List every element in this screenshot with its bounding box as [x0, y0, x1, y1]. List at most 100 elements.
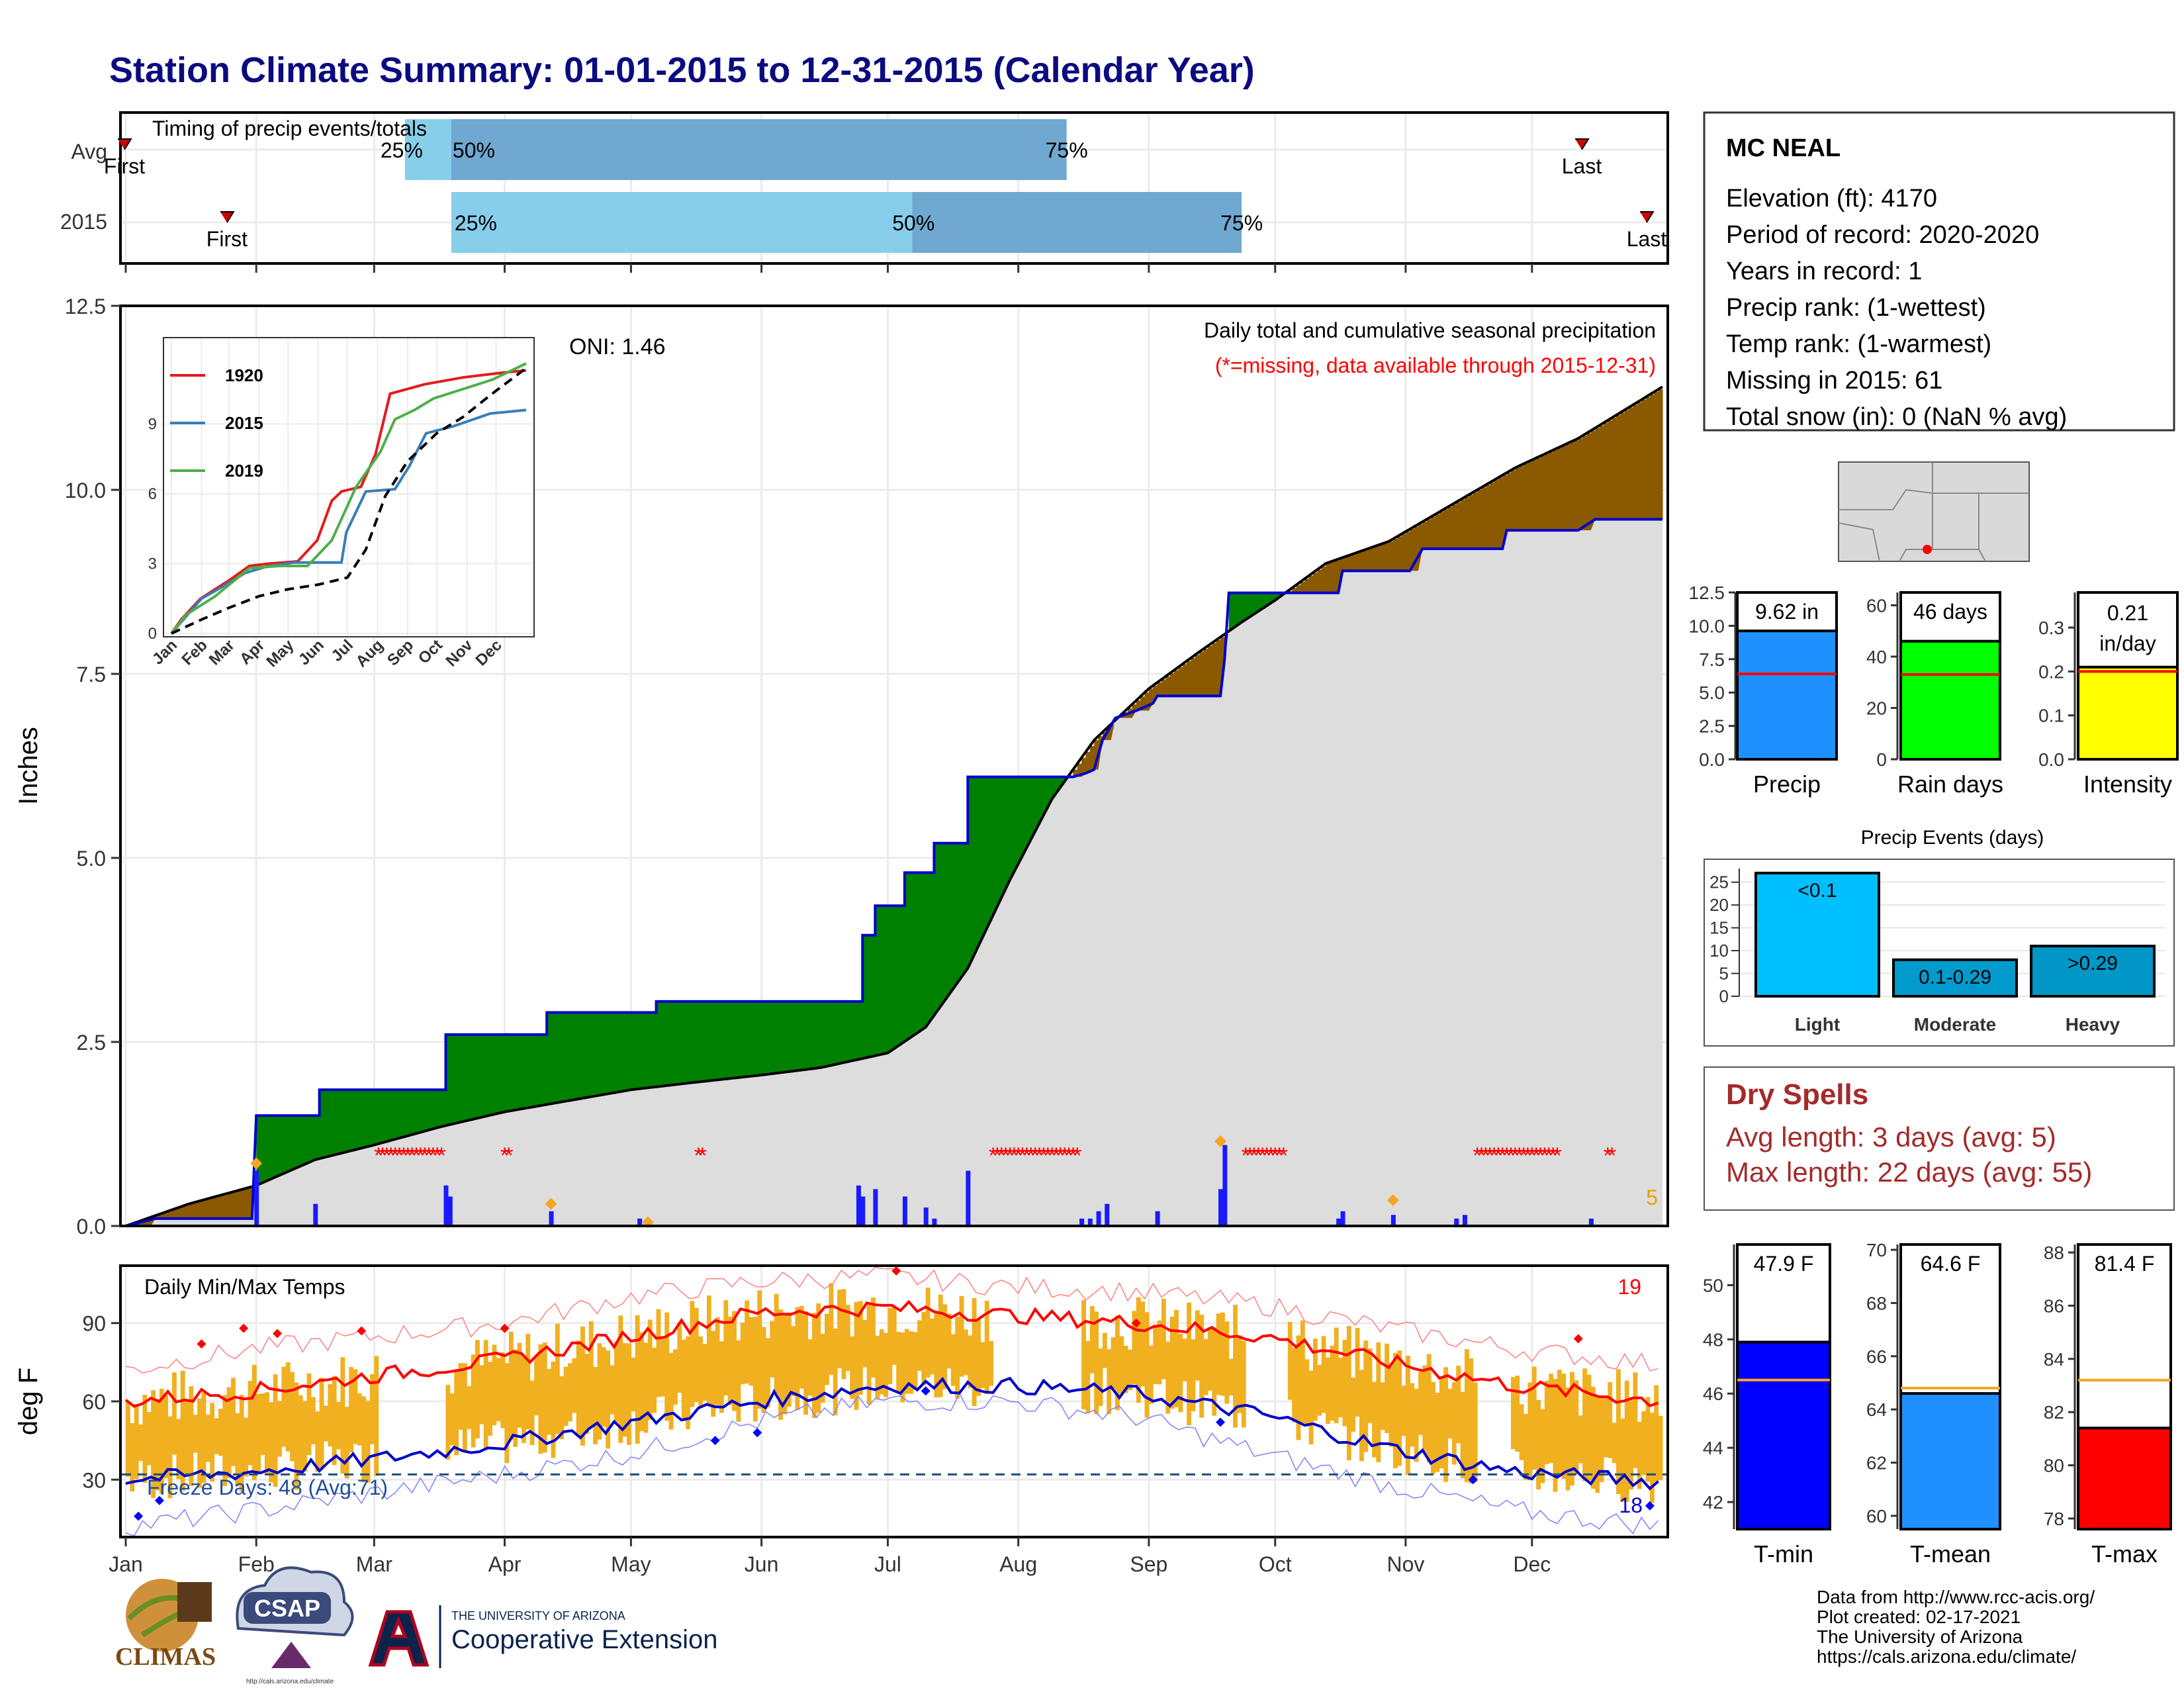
dry-spells-max: Max length: 22 days (avg: 55) [1726, 1156, 2092, 1188]
ua-line-2: Cooperative Extension [451, 1625, 717, 1654]
missing-day-marker: * [408, 1143, 416, 1168]
temp-daily-bar [984, 1301, 989, 1395]
precip-anomaly-slice [1312, 573, 1318, 593]
temp-daily-bar [1451, 1382, 1457, 1465]
mini-y-tick-label: 62 [1866, 1453, 1887, 1474]
missing-day-marker: * [1540, 1143, 1549, 1168]
precip-anomaly-slice [757, 1001, 762, 1076]
temp-daily-bar [185, 1401, 189, 1474]
missing-day-marker: * [1498, 1143, 1507, 1168]
precip-event-diamond [545, 1197, 557, 1210]
mini-y-tick-label: 42 [1703, 1492, 1723, 1513]
temp-daily-bar [913, 1332, 918, 1390]
precip-anomaly-slice [344, 1090, 349, 1152]
precip-anomaly-slice [1292, 588, 1297, 593]
mini-bar [1736, 1340, 1831, 1531]
temp-daily-bar [942, 1304, 948, 1389]
precip-anomaly-slice [1608, 420, 1613, 520]
temp-y-tick-label: 60 [82, 1390, 106, 1414]
precip-anomaly-slice [614, 1012, 619, 1093]
csap-logo-url: http://cals.arizona.edu/climate [246, 1678, 334, 1685]
precip-anomaly-slice [1009, 776, 1015, 880]
temp-daily-bar [1148, 1345, 1154, 1404]
temp-daily-bar [1111, 1337, 1116, 1389]
temp-daily-bar [1561, 1373, 1567, 1479]
precip-anomaly-slice [950, 843, 956, 992]
precip-anomaly-slice [727, 1001, 733, 1079]
precip-anomaly-slice [521, 1034, 526, 1109]
temp-daily-bar [269, 1402, 274, 1483]
mini-x-label: Intensity [2083, 771, 2172, 798]
temp-daily-bar [1346, 1326, 1351, 1460]
temp-daily-bar [715, 1317, 720, 1405]
precip-anomaly-slice [138, 1221, 144, 1226]
temp-record-low-marker [154, 1495, 164, 1505]
temp-daily-bar [353, 1369, 358, 1444]
mini-y-tick-label: 80 [2044, 1456, 2064, 1476]
precip-anomaly-slice [942, 843, 948, 1004]
mini-value-label: in/day [2099, 632, 2156, 655]
precip-anomaly-slice [732, 1001, 737, 1078]
temp-daily-bar [1510, 1377, 1516, 1450]
missing-day-marker: * [1044, 1143, 1052, 1168]
precip-anomaly-slice [681, 1001, 686, 1084]
temp-daily-bar [462, 1363, 467, 1452]
precip-daily-bar [549, 1211, 554, 1226]
precip-anomaly-slice [913, 872, 918, 1036]
missing-day-marker: * [1060, 1143, 1069, 1168]
temp-daily-bar [618, 1315, 623, 1443]
mini-y-tick-label: 10.0 [1689, 616, 1725, 636]
mini-y-tick-label: 70 [1866, 1240, 1887, 1260]
temp-daily-bar [1460, 1391, 1465, 1479]
precip-anomaly-slice [171, 1209, 177, 1219]
timing-panel: 25% 50% 75% First Last 25% 50% 75% First Last Tim… [60, 111, 1669, 273]
temp-daily-bar [736, 1340, 741, 1422]
precip-anomaly-slice [1081, 757, 1087, 777]
events-x-label: Heavy [2066, 1014, 2120, 1035]
mini-y-tick-label: 82 [2044, 1402, 2064, 1423]
precip-anomaly-slice [1014, 776, 1019, 872]
precip-anomaly-slice [525, 1034, 531, 1109]
temp-daily-bar [361, 1396, 367, 1483]
temp-daily-bar [134, 1403, 139, 1479]
map-state-borders [1838, 462, 2029, 562]
temp-daily-bar [593, 1367, 598, 1444]
temp-daily-bar [1098, 1348, 1103, 1407]
missing-day-marker: * [1506, 1143, 1515, 1168]
temp-daily-bar [1296, 1335, 1301, 1440]
precip-anomaly-slice [1178, 667, 1183, 696]
temp-daily-bar [508, 1331, 514, 1440]
precip-anomaly-slice [479, 1034, 484, 1118]
temp-daily-bar [1182, 1338, 1187, 1382]
precip-anomaly-slice [1241, 592, 1246, 623]
temp-daily-bar [1590, 1386, 1596, 1489]
precip-anomaly-slice [627, 1012, 631, 1091]
temp-record-low-marker [921, 1386, 931, 1396]
page-title: Station Climate Summary: 01-01-2015 to 1… [109, 50, 1255, 90]
mini-y-tick-label: 64 [1866, 1399, 1887, 1420]
precip-anomaly-slice [811, 1001, 817, 1069]
temp-daily-bar [1085, 1340, 1091, 1414]
temp-daily-bar [1342, 1339, 1347, 1427]
missing-day-marker: * [694, 1143, 703, 1168]
precip-anomaly-slice [1527, 461, 1533, 531]
month-tick-label: Sep [1130, 1552, 1167, 1576]
precip-anomaly-slice [378, 1090, 383, 1144]
precip-daily-bar [1096, 1211, 1101, 1226]
precip-anomaly-slice [837, 1001, 842, 1064]
precip-anomaly-slice [1253, 592, 1259, 614]
mini-y-tick-label: 5.0 [1699, 682, 1725, 703]
precip-anomaly-slice [567, 1012, 572, 1101]
temp-daily-bar [820, 1333, 825, 1403]
temp-daily-bar [980, 1342, 985, 1388]
missing-day-marker: * [1048, 1143, 1056, 1168]
precip-anomaly-slice [1165, 676, 1171, 696]
temp-daily-bar [1557, 1370, 1562, 1475]
precip-y-label: Inches [14, 727, 43, 805]
month-tick-label: Jun [745, 1552, 779, 1576]
station-marker [1923, 545, 1932, 554]
temp-daily-bar [1334, 1327, 1339, 1424]
missing-day-marker: * [1524, 1143, 1532, 1168]
temp-daily-bar [795, 1307, 800, 1411]
precip-anomaly-slice [1334, 560, 1339, 593]
